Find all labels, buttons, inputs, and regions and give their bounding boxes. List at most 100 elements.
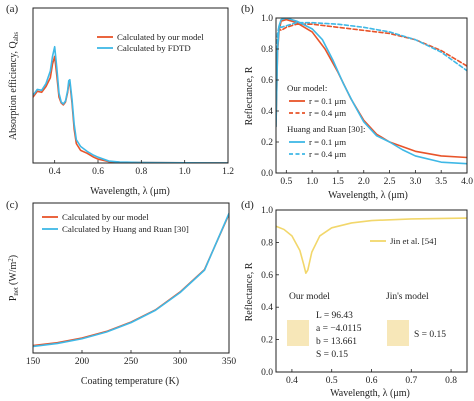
panel-b-series-3-line <box>276 21 467 97</box>
panel-a-y-axis-title-sub: abs <box>12 32 20 42</box>
panel-d-y-tick-label: 1.0 <box>261 206 273 216</box>
panel-a: (a) 0.4 0.6 0.8 1.0 1.2 Wavelength, λ (μm) A… <box>6 3 234 197</box>
panel-a-series-1-line <box>33 45 228 163</box>
panel-c-y-axis-title: Pnet (W/m2) <box>7 255 20 301</box>
panel-d-x-axis-title: Wavelength, λ (μm) <box>330 388 410 399</box>
panel-d-series-layer <box>276 217 467 274</box>
panel-d-y-tick-label: 0.4 <box>261 303 273 313</box>
panel-d-y-tick-label: 0.8 <box>261 238 273 248</box>
panel-b-legend-entry-1: r = 0.1 μm <box>309 96 346 106</box>
panel-b-legend-entry-4: r = 0.4 μm <box>309 149 346 159</box>
panel-b-y-tick-label: 0.2 <box>261 138 273 148</box>
panel-b-y-tick-label: 0.6 <box>261 76 273 86</box>
panel-b-x-tick-label: 1.5 <box>332 177 344 187</box>
panel-c-legend: Calculated by our model Calculated by Hu… <box>42 212 189 234</box>
panel-d-y-tick-label: 0.0 <box>261 368 273 378</box>
panel-c-x-ticks: 150 200 250 300 350 <box>26 350 237 367</box>
panel-b-x-tick-label: 2.0 <box>358 177 370 187</box>
panel-d-param-S: S = 0.15 <box>316 350 348 360</box>
panel-d-label: (d) <box>241 199 254 211</box>
panel-d-param-b: b = 13.661 <box>316 337 357 347</box>
panel-b: (b) 0.5 1.0 1.5 2.0 2.5 3.0 3.5 4.0 0.00.20.40.… <box>241 3 473 201</box>
panel-b-x-tick-label: 3.5 <box>435 177 447 187</box>
panel-d: (d) 0.4 0.5 0.6 0.7 0.8 0.0 0.2 0.4 0.6 0.8 1.0 W… <box>241 199 468 399</box>
panel-c-series-layer <box>33 212 229 348</box>
panel-d-x-ticks: 0.4 0.5 0.6 0.7 0.8 <box>286 369 457 386</box>
panel-d-swatch-jin <box>387 320 409 346</box>
panel-d-y-tick-label: 0.2 <box>261 336 273 346</box>
panel-c-y-axis-title-main: P <box>8 295 19 301</box>
panel-a-y-axis-title: Absorption efficiency, Qabs <box>8 32 20 140</box>
panel-a-x-tick-label: 0.6 <box>92 167 104 177</box>
panel-a-x-axis-title: Wavelength, λ (μm) <box>90 186 170 197</box>
panel-c-x-axis-title: Coating temperature (K) <box>81 376 179 387</box>
panel-d-x-tick-label: 0.5 <box>326 376 338 386</box>
panel-a-x-tick-label: 1.0 <box>179 167 191 177</box>
panel-d-legend: Jin et al. [54] <box>370 236 436 246</box>
panel-b-y-tick-label: 1.0 <box>261 14 273 24</box>
panel-b-y-tick-label: 0.0 <box>261 169 273 179</box>
panel-a-legend-label-fdtd: Calculated by FDTD <box>117 43 191 53</box>
panel-b-x-ticks: 0.5 1.0 1.5 2.0 2.5 3.0 3.5 4.0 <box>280 170 473 187</box>
panel-a-label: (a) <box>6 3 19 15</box>
panel-d-y-ticks: 0.0 0.2 0.4 0.6 0.8 1.0 <box>261 206 279 378</box>
panel-a-x-tick-label: 1.2 <box>222 167 234 177</box>
panel-c-x-tick-label: 350 <box>222 357 237 367</box>
panel-b-y-axis-title: Reflectance, R <box>244 66 255 125</box>
panel-b-y-ticks: 0.0 0.2 0.4 0.6 0.8 1.0 <box>261 14 279 179</box>
panel-d-param-a: a = −4.0115 <box>316 324 362 334</box>
panel-b-legend-group-our: Our model: <box>287 83 327 93</box>
panel-a-series-layer <box>33 45 228 163</box>
panel-d-legend-label-jin: Jin et al. [54] <box>390 236 436 246</box>
panel-b-legend-entry-3: r = 0.1 μm <box>309 137 346 147</box>
panel-a-series-0-line <box>33 55 228 163</box>
panel-b-x-tick-label: 1.0 <box>306 177 318 187</box>
panel-a-frame <box>32 7 229 164</box>
panel-a-y-axis-title-main: Absorption efficiency, Q <box>8 40 19 140</box>
panel-d-param-L: L = 96.43 <box>316 311 353 321</box>
panel-d-y-axis-title: Reflectance, R <box>244 262 255 321</box>
panel-d-jins-model-title: Jin's model <box>386 292 429 302</box>
panel-c-y-axis-title-end: ) <box>8 255 19 258</box>
panel-b-frame <box>275 17 468 174</box>
panel-d-x-tick-label: 0.4 <box>286 376 298 386</box>
panel-d-x-tick-label: 0.7 <box>405 376 417 386</box>
panel-c-x-tick-label: 250 <box>124 357 139 367</box>
panel-c-y-axis-title-sup: 2 <box>7 258 15 262</box>
panel-a-x-tick-label: 0.4 <box>49 167 61 177</box>
panel-a-x-ticks: 0.4 0.6 0.8 1.0 1.2 <box>49 160 234 177</box>
panel-b-series-layer <box>276 18 467 165</box>
panel-a-legend: Calculated by our model Calculated by FD… <box>97 32 204 53</box>
panel-b-plot-area: 0.5 1.0 1.5 2.0 2.5 3.0 3.5 4.0 0.0 0.2 0.4 0.6 0.8… <box>261 14 473 187</box>
panel-a-x-tick-label: 0.8 <box>135 167 147 177</box>
panel-c-legend-label-huang: Calculated by Huang and Ruan [30] <box>62 224 189 234</box>
panel-b-x-axis-title: Wavelength, λ (μm) <box>328 190 408 201</box>
panel-b-y-tick-label: 0.8 <box>261 45 273 55</box>
panel-b-x-tick-label: 3.0 <box>409 177 421 187</box>
panel-a-plot-area: 0.4 0.6 0.8 1.0 1.2 <box>32 7 234 177</box>
panel-b-legend-group-huang: Huang and Ruan [30]: <box>287 124 365 134</box>
panel-d-annotations: Our model Jin's model L = 96.43 a = −4.0… <box>287 292 446 360</box>
panel-b-legend: Our model: r = 0.1 μm r = 0.4 μm Huang a… <box>287 83 365 159</box>
panel-b-legend-entry-2: r = 0.4 μm <box>309 108 346 118</box>
panel-d-x-tick-label: 0.8 <box>445 376 457 386</box>
panel-b-x-tick-label: 4.0 <box>461 177 473 187</box>
panel-b-x-tick-label: 2.5 <box>384 177 396 187</box>
panel-c-plot-area: 150 200 250 300 350 <box>26 202 237 367</box>
panel-c-y-axis-title-unit: (W/m <box>8 261 19 285</box>
panel-c-x-tick-label: 150 <box>26 357 41 367</box>
panel-d-plot-area: 0.4 0.5 0.6 0.7 0.8 0.0 0.2 0.4 0.6 0.8 1.0 <box>261 206 468 386</box>
panel-b-y-tick-label: 0.4 <box>261 107 273 117</box>
panel-b-series-2-line <box>276 18 467 165</box>
panel-d-swatch-our <box>287 320 309 346</box>
panel-d-y-tick-label: 0.6 <box>261 271 273 281</box>
panel-d-frame <box>275 209 468 373</box>
panel-a-legend-label-model: Calculated by our model <box>117 32 204 42</box>
panel-c-x-tick-label: 200 <box>75 357 90 367</box>
panel-c-series-1-line <box>33 212 229 348</box>
panel-d-our-model-title: Our model <box>289 292 330 302</box>
panel-d-jin-param-S: S = 0.15 <box>414 330 446 340</box>
panel-c-y-axis-title-sub: net <box>12 287 20 296</box>
panel-b-label: (b) <box>241 3 254 15</box>
